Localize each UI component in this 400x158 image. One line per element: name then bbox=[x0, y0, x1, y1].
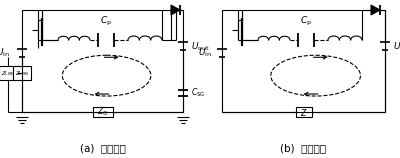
Text: (b)  简化回路: (b) 简化回路 bbox=[280, 143, 326, 153]
Bar bbox=[92, 107, 112, 117]
Text: $U_{\rm in}$: $U_{\rm in}$ bbox=[0, 47, 10, 59]
Text: $C_{\rm p}$: $C_{\rm p}$ bbox=[100, 15, 112, 28]
Bar bbox=[0, 66, 17, 80]
Text: $U_{\rm in}$: $U_{\rm in}$ bbox=[198, 47, 212, 59]
Bar bbox=[296, 107, 312, 117]
Text: $C_{\rm SG}$: $C_{\rm SG}$ bbox=[191, 87, 205, 99]
Bar bbox=[13, 66, 31, 80]
Text: $Z_{\rm LISN}$: $Z_{\rm LISN}$ bbox=[15, 69, 29, 78]
Text: $C_{\rm p}$: $C_{\rm p}$ bbox=[300, 15, 312, 28]
Text: (a)  流通回路: (a) 流通回路 bbox=[80, 143, 126, 153]
Polygon shape bbox=[171, 5, 180, 15]
Text: $U_{\rm out}$: $U_{\rm out}$ bbox=[191, 40, 210, 53]
Text: $Z_{\rm LISN}$: $Z_{\rm LISN}$ bbox=[1, 69, 15, 78]
Polygon shape bbox=[371, 5, 380, 15]
Text: $Z_{\rm G}$: $Z_{\rm G}$ bbox=[97, 106, 108, 118]
Text: $Z$: $Z$ bbox=[300, 106, 307, 118]
Text: $U_{\rm out}$: $U_{\rm out}$ bbox=[393, 40, 400, 53]
